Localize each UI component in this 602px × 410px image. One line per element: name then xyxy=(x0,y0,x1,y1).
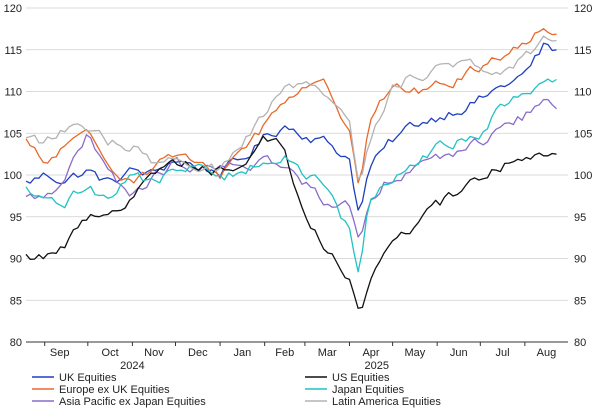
y-tick-label: 100 xyxy=(574,170,592,182)
y-tick-label: 90 xyxy=(574,254,586,266)
legend-label: US Equities xyxy=(332,372,390,384)
y-tick-label: 120 xyxy=(574,3,592,15)
y-tick-label: 80 xyxy=(10,337,22,349)
legend-label: Asia Pacific ex Japan Equities xyxy=(59,396,206,408)
series-line xyxy=(25,135,557,309)
legend-label: UK Equities xyxy=(59,372,117,384)
x-tick-label: Jun xyxy=(450,347,468,359)
y-tick-label: 115 xyxy=(574,45,592,57)
y-tick-label: 105 xyxy=(574,128,592,140)
x-tick-label: Aug xyxy=(537,347,557,359)
y-tick-label: 80 xyxy=(574,337,586,349)
x-tick-label: Apr xyxy=(362,347,379,359)
legend-label: Europe ex UK Equities xyxy=(59,384,170,396)
y-tick-label: 90 xyxy=(10,254,22,266)
axis-frame xyxy=(26,341,568,346)
x-year-label: 2025 xyxy=(365,360,389,372)
y-tick-label: 100 xyxy=(4,170,22,182)
y-tick-label: 85 xyxy=(574,295,586,307)
y-tick-label: 105 xyxy=(4,128,22,140)
x-tick-label: Jul xyxy=(496,347,510,359)
y-tick-label: 110 xyxy=(4,87,22,99)
y-tick-label: 85 xyxy=(10,295,22,307)
x-axis: Sep Oct Nov Dec Jan Feb Mar Apr May Jun Jul Aug 2024… xyxy=(50,347,556,372)
x-tick-label: Dec xyxy=(188,347,208,359)
y-axis-left: 80 85 90 95 100 105 110 115 120 xyxy=(4,3,22,349)
y-tick-label: 95 xyxy=(10,212,22,224)
x-tick-label: Nov xyxy=(144,347,164,359)
series-line xyxy=(25,78,557,273)
x-tick-label: Mar xyxy=(318,347,337,359)
legend-label: Japan Equities xyxy=(332,384,405,396)
series-line xyxy=(25,42,557,211)
y-tick-label: 120 xyxy=(4,3,22,15)
x-tick-label: May xyxy=(404,347,425,359)
y-tick-label: 110 xyxy=(574,87,592,99)
legend-label: Latin America Equities xyxy=(332,396,441,408)
x-tick-label: Sep xyxy=(50,347,70,359)
x-tick-label: Jan xyxy=(233,347,251,359)
y-tick-label: 95 xyxy=(574,212,586,224)
x-year-label: 2024 xyxy=(120,360,144,372)
x-tick-label: Oct xyxy=(102,347,119,359)
series-line xyxy=(25,28,557,184)
series-line xyxy=(25,98,557,238)
series-line xyxy=(25,35,557,181)
series-lines xyxy=(25,28,557,309)
y-axis-right: 80 85 90 95 100 105 110 115 120 xyxy=(574,3,592,349)
x-tick-label: Feb xyxy=(275,347,294,359)
y-tick-label: 115 xyxy=(4,45,22,57)
